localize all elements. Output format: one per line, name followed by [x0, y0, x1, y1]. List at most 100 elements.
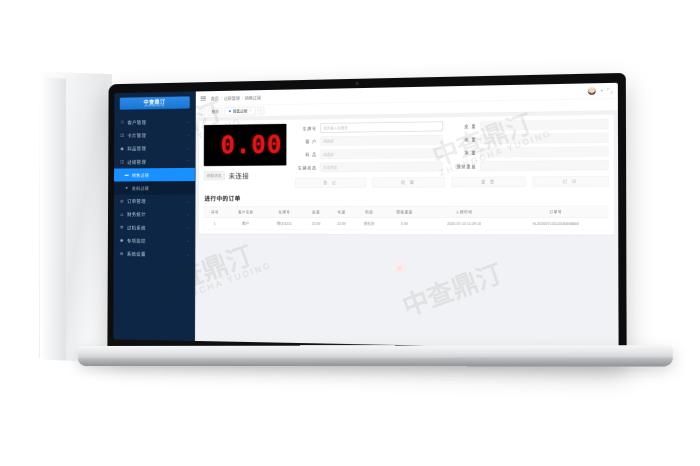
device-icon: ⚙ [120, 225, 124, 230]
content-area: 0.00 获取状态 未连接 [195, 111, 619, 350]
cell-tare: 22.00 [303, 217, 329, 230]
gear-icon: ⚙ [119, 251, 124, 257]
sidebar-item-label: 系统设置 [126, 251, 146, 257]
register-button[interactable]: 登 记 [295, 177, 366, 188]
cell-index: 1 [203, 217, 227, 230]
weighing-card: 0.00 获取状态 未连接 [198, 114, 615, 274]
sidebar: 中查鼎汀 ZHONGCHA DINGTING ☉ 客户管理 ⌄ ◫ 卡片管理 [113, 91, 196, 350]
weight-value: 0.00 [220, 130, 283, 160]
topbar-right: ▼ [587, 86, 613, 96]
fullscreen-icon[interactable] [607, 88, 612, 93]
reset-button[interactable]: 重 置 [451, 176, 526, 188]
chart-icon: △ [120, 212, 124, 217]
form-row: 车牌号 请先输入车牌号 皮 重 [293, 118, 609, 133]
sidebar-item-monitor[interactable]: ◉ 专项监控 ⌄ [114, 234, 195, 248]
customer-select[interactable]: 请选择 [320, 134, 443, 146]
connection-status-text: 未连接 [228, 172, 250, 180]
webcam-icon [355, 81, 359, 86]
field-material: 料 品 请选择 [293, 148, 443, 160]
laptop-base-lip [78, 357, 673, 367]
chevron-down-icon: ⌄ [186, 213, 190, 217]
tab-sales-weighing[interactable]: 销售过磅 × [224, 106, 256, 116]
sidebar-item-order[interactable]: ◎ 订单管理 ⌄ [114, 194, 195, 207]
sidebar-item-label: 客户管理 [127, 120, 147, 126]
column-header-time: 入磅时间 [425, 206, 504, 218]
breadcrumb-home[interactable]: 首页 [210, 96, 219, 102]
laptop-display: 中查鼎汀 ZHONGCHA DINGTING ☉ 客户管理 ⌄ ◫ 卡片管理 [113, 82, 619, 350]
weight-display: 0.00 [203, 123, 287, 167]
sidebar-item-device[interactable]: ⚙ 过机系统 ⌄ [114, 221, 195, 234]
column-header-order-no: 订单号 [503, 205, 609, 218]
column-header-preload: 预装重量 [383, 206, 426, 218]
cell-time: 2020-07-13 11:29:10 [425, 217, 504, 230]
field-customer: 客 户 请选择 [293, 134, 443, 146]
material-select[interactable]: 请选择 [320, 148, 443, 160]
chevron-down-icon: ⌄ [187, 120, 190, 124]
table-header: 序号 客户名称 车牌号 皮重 毛重 料品 预装重量 入磅时间 [203, 205, 609, 218]
gross-weight-input[interactable] [479, 132, 609, 145]
avatar[interactable] [587, 86, 597, 96]
tare-weight-input[interactable] [479, 118, 609, 131]
sidebar-item-sales-weighing[interactable]: ▬ 销售过磅 [114, 167, 196, 182]
column-header-index: 序号 [203, 206, 227, 218]
table-header-row: 序号 客户名称 车牌号 皮重 毛重 料品 预装重量 入磅时间 [203, 205, 609, 218]
get-status-button[interactable]: 获取状态 [203, 170, 225, 181]
sidebar-item-finance[interactable]: △ 财务统计 ⌄ [114, 208, 195, 221]
field-preload-weight: 预装重量 [451, 160, 609, 172]
form-column: 车牌号 请先输入车牌号 皮 重 [293, 118, 609, 188]
order-icon: ◎ [120, 199, 124, 204]
card-icon: ◫ [120, 133, 125, 138]
tab-home[interactable]: 首页 [207, 107, 223, 116]
settle-button[interactable]: 结 算 [372, 177, 445, 188]
net-weight-input[interactable] [479, 146, 609, 158]
sidebar-item-customer[interactable]: ☉ 客户管理 ⌄ [114, 115, 195, 129]
breadcrumb-item-current: 销售过磅 [244, 96, 261, 101]
breadcrumb-item-weighing[interactable]: 过磅管理 [223, 96, 240, 102]
tab-scroll-next-button[interactable]: › [257, 106, 265, 115]
scale-icon: ◫ [120, 159, 124, 165]
vehicle-status-input[interactable]: 自动判定 [320, 161, 443, 173]
sidebar-item-label: 进料过磅 [131, 186, 150, 192]
close-icon[interactable]: × [249, 108, 252, 113]
field-label: 车牌号 [302, 126, 317, 132]
preload-weight-input[interactable] [479, 160, 609, 172]
led-column: 0.00 获取状态 未连接 [203, 123, 287, 189]
app-screen: 中查鼎汀 ZHONGCHA DINGTING ☉ 客户管理 ⌄ ◫ 卡片管理 [113, 82, 619, 350]
sidebar-item-weighing[interactable]: ◫ 过磅管理 ⌃ [114, 154, 196, 169]
field-label: 客 户 [305, 139, 317, 145]
field-label: 皮 重 [464, 124, 477, 129]
breadcrumb-separator: / [220, 96, 222, 101]
cell-gross: 22.00 [328, 217, 355, 230]
cell-plate: 豫Q11111 [265, 217, 304, 230]
chevron-down-icon[interactable]: ▼ [600, 89, 604, 93]
chevron-down-icon: ⌄ [186, 239, 190, 243]
menu-toggle-icon[interactable] [200, 96, 207, 101]
sidebar-item-label: 专项监控 [126, 238, 146, 244]
print-button[interactable]: 打 印 [532, 176, 609, 187]
form-row: 料 品 请选择 净 重 [293, 146, 609, 160]
column-header-gross: 毛重 [328, 206, 355, 218]
orders-section-title: 进行中的订单 [204, 195, 241, 203]
field-plate-number: 车牌号 请先输入车牌号 [293, 121, 443, 133]
cell-preload: 0.00 [383, 217, 426, 230]
column-header-plate: 车牌号 [265, 206, 304, 218]
app-logo[interactable]: 中查鼎汀 ZHONGCHA DINGTING [119, 96, 190, 110]
table-row[interactable]: 1 散户 豫Q11111 22.00 22.00 熟石灰 0.00 2020-0… [203, 217, 609, 231]
field-vehicle-status: 车辆状态 自动判定 [293, 161, 443, 173]
table-body: 1 散户 豫Q11111 22.00 22.00 熟石灰 0.00 2020-0… [203, 217, 609, 231]
plate-number-input[interactable]: 请先输入车牌号 [320, 121, 443, 133]
sidebar-item-label: 财务统计 [127, 212, 146, 218]
sidebar-item-intake-weighing[interactable]: ● 进料过磅 [113, 181, 195, 195]
sidebar-item-settings[interactable]: ⚙ 系统设置 ⌄ [114, 247, 195, 261]
chevron-down-icon: ⌄ [186, 226, 190, 230]
sidebar-item-card[interactable]: ◫ 卡片管理 ⌄ [114, 128, 195, 142]
field-label: 毛 重 [464, 137, 477, 143]
tab-scroll-prev-button[interactable]: ‹ [198, 107, 206, 116]
weigh-panel: 0.00 获取状态 未连接 [203, 118, 609, 189]
chevron-down-icon: ⌄ [187, 146, 190, 150]
active-tab-dot-icon [228, 110, 231, 113]
sidebar-item-material[interactable]: ◉ 料品管理 ⌄ [114, 141, 195, 155]
sidebar-item-label: 料品管理 [127, 146, 147, 152]
